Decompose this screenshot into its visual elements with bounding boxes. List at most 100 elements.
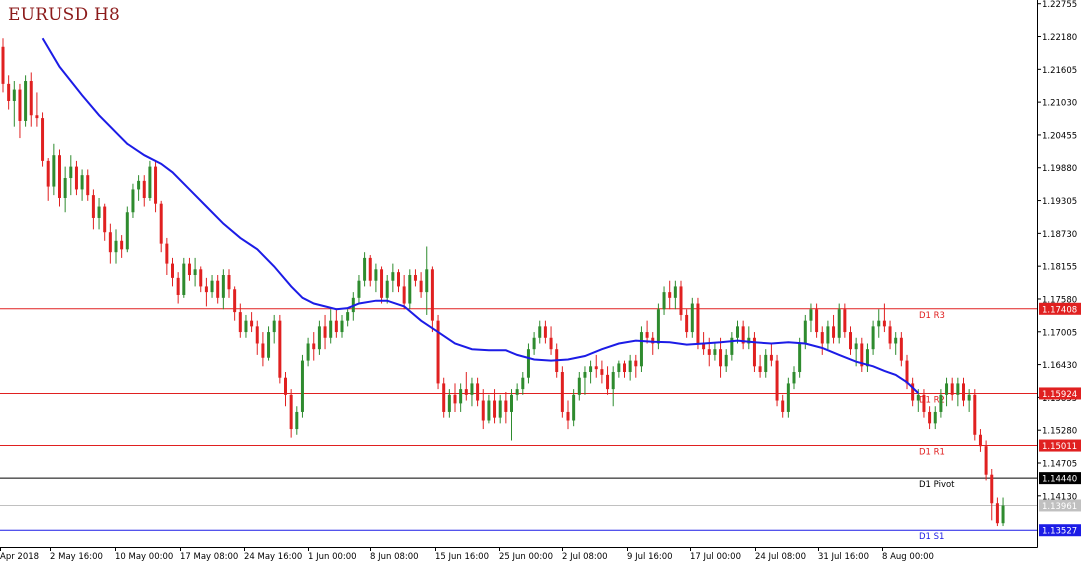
candle xyxy=(154,160,158,213)
candle-body xyxy=(323,326,327,338)
candle-body xyxy=(204,286,208,293)
candle xyxy=(187,257,191,281)
candle-body xyxy=(63,178,67,198)
candle-body xyxy=(306,343,310,361)
x-tick-label: 9 Jul 16:00 xyxy=(627,552,673,562)
candle-body xyxy=(741,326,745,344)
candle xyxy=(171,257,174,287)
candle xyxy=(758,354,762,378)
candle-body xyxy=(837,309,841,338)
candle-body xyxy=(442,383,446,412)
candle xyxy=(425,246,429,315)
candle-body xyxy=(526,349,530,378)
candle-body xyxy=(933,411,937,424)
candle-body xyxy=(510,394,513,412)
candle xyxy=(617,360,621,378)
x-tick-label: 2 May 16:00 xyxy=(50,552,103,562)
candle-body xyxy=(176,277,180,295)
x-tick-label: 17 May 08:00 xyxy=(180,552,238,562)
x-tick-label: 17 Jul 00:00 xyxy=(690,552,741,562)
candle-body xyxy=(594,366,598,370)
candle xyxy=(775,354,779,407)
candle xyxy=(402,275,406,310)
candle-body xyxy=(413,275,417,281)
candle xyxy=(543,320,547,344)
candle-body xyxy=(18,89,22,121)
candle xyxy=(52,143,56,196)
candle xyxy=(278,314,282,384)
current-price-badge xyxy=(1039,499,1081,512)
candle xyxy=(752,332,756,373)
candles xyxy=(1,38,1005,527)
candle-body xyxy=(905,360,909,384)
candle xyxy=(63,166,67,213)
candle xyxy=(583,366,587,395)
candle xyxy=(18,83,22,139)
candle xyxy=(182,257,186,298)
x-tick-label: 25 Jun 00:00 xyxy=(499,552,553,562)
y-tick-label: 1.19305 xyxy=(1042,197,1077,207)
level-price-badge xyxy=(1039,524,1081,537)
candle-body xyxy=(854,343,858,350)
candle xyxy=(645,320,649,344)
candle-body xyxy=(815,309,819,333)
candle xyxy=(334,309,338,338)
candle-body xyxy=(476,383,480,401)
candle xyxy=(973,389,977,441)
candle-body xyxy=(267,332,271,358)
candle xyxy=(504,391,508,424)
candle xyxy=(125,206,129,253)
candle xyxy=(589,360,593,384)
candle xyxy=(990,469,994,521)
candle xyxy=(820,326,824,355)
candle-body xyxy=(945,383,949,395)
candle-body xyxy=(284,377,287,395)
candle-body xyxy=(809,309,813,321)
candle xyxy=(447,389,451,418)
candle xyxy=(786,377,790,418)
y-tick-label: 1.21030 xyxy=(1042,99,1077,109)
candle xyxy=(956,377,960,407)
candle-body xyxy=(656,309,660,344)
candle xyxy=(80,169,84,201)
candle-body xyxy=(436,320,440,384)
candle-body xyxy=(374,269,378,281)
candle xyxy=(962,377,965,407)
candle-body xyxy=(29,81,33,116)
candle xyxy=(453,383,457,412)
moving-average xyxy=(41,37,919,394)
candle xyxy=(628,354,632,381)
candle xyxy=(159,200,163,253)
y-tick-label: 1.22755 xyxy=(1042,0,1077,10)
current-price-label: 1.13961 xyxy=(1042,502,1077,512)
candle-body xyxy=(131,189,135,213)
candle-body xyxy=(724,354,728,367)
level-name: D1 S1 xyxy=(919,532,944,542)
candle xyxy=(165,237,169,276)
candle-body xyxy=(679,286,683,315)
candle-body xyxy=(430,269,434,321)
candle-body xyxy=(832,326,836,338)
candle xyxy=(600,360,604,384)
candle-body xyxy=(481,400,485,421)
candle xyxy=(204,277,208,307)
candle-body xyxy=(199,269,203,287)
candle-body xyxy=(41,118,45,161)
candle-body xyxy=(538,326,542,338)
candle xyxy=(7,75,11,110)
moving-average-line xyxy=(41,37,919,394)
candle-body xyxy=(820,332,824,344)
candle xyxy=(498,394,502,424)
candle xyxy=(267,326,271,361)
candle xyxy=(877,309,881,338)
x-tick-label: 31 Jul 16:00 xyxy=(818,552,869,562)
candle xyxy=(29,72,33,127)
candle-body xyxy=(973,394,977,435)
candle-body xyxy=(1,46,5,84)
candle-body xyxy=(719,349,723,367)
candle-body xyxy=(504,400,508,412)
candle-body xyxy=(125,212,129,250)
candle-body xyxy=(52,155,56,187)
candle-body xyxy=(137,180,141,190)
